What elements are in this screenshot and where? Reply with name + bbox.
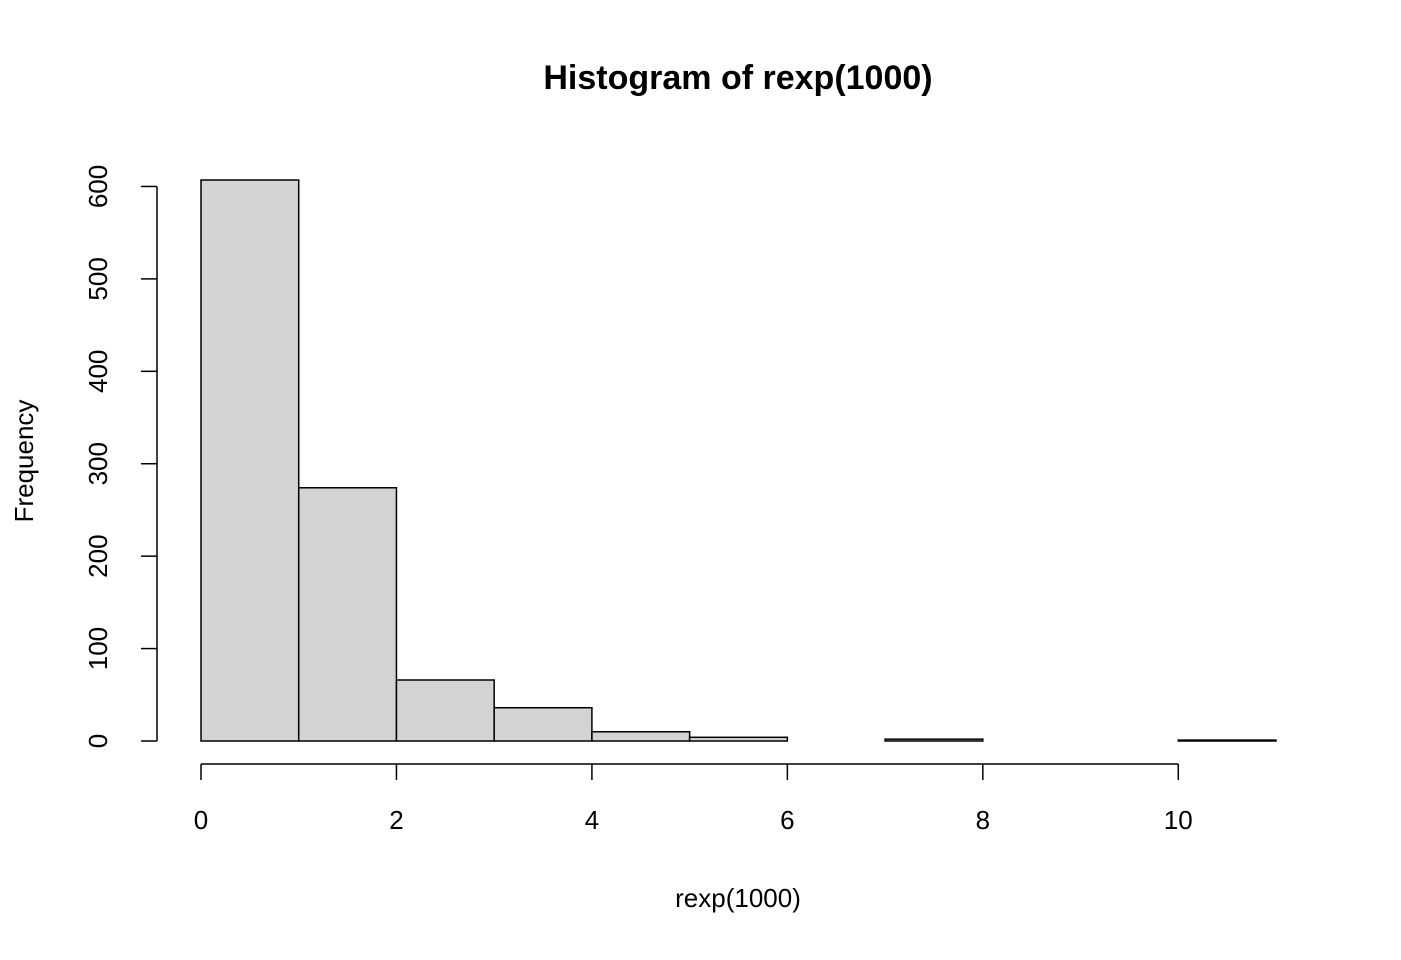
y-tick-label: 200: [83, 534, 113, 577]
y-tick-label: 0: [83, 734, 113, 748]
x-tick-label: 8: [976, 805, 990, 835]
y-axis-label: Frequency: [9, 400, 39, 523]
y-tick-label: 500: [83, 257, 113, 300]
y-tick-label: 100: [83, 627, 113, 670]
x-axis-label: rexp(1000): [675, 883, 801, 913]
y-tick-label: 600: [83, 165, 113, 208]
y-tick-label: 300: [83, 442, 113, 485]
bar: [493, 706, 593, 742]
x-tick-label: 4: [585, 805, 599, 835]
x-tick-label: 0: [194, 805, 208, 835]
x-tick-label: 10: [1164, 805, 1193, 835]
bar: [395, 679, 495, 742]
y-tick-label: 400: [83, 350, 113, 393]
bar: [1177, 739, 1277, 742]
x-tick-label: 2: [389, 805, 403, 835]
bar: [200, 179, 300, 742]
bar: [688, 736, 789, 742]
bar: [591, 731, 691, 742]
chart-title: Histogram of rexp(1000): [543, 59, 932, 97]
x-tick-label: 6: [780, 805, 794, 835]
bar: [297, 487, 398, 742]
bar: [884, 738, 984, 742]
